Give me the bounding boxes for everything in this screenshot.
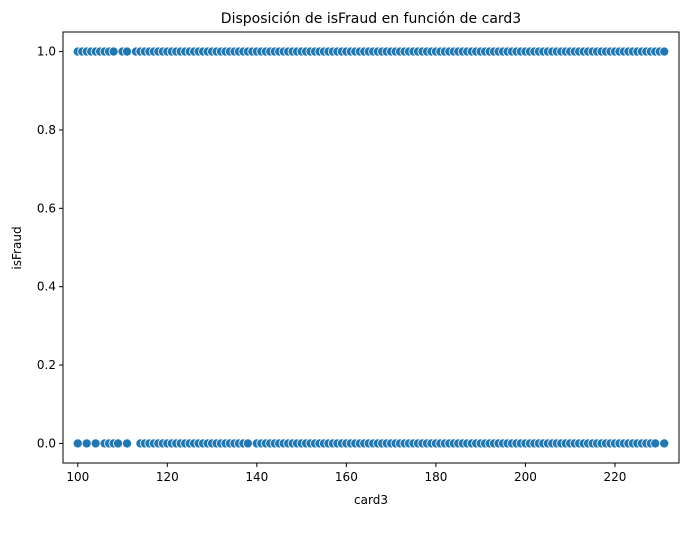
- y-tick-label: 1.0: [37, 45, 56, 59]
- data-point: [90, 438, 101, 449]
- y-axis-ticks: 0.0 0.2 0.4 0.6 0.8 1.0: [37, 45, 63, 450]
- y-tick-label: 0.6: [37, 201, 56, 215]
- chart-title: Disposición de isFraud en función de car…: [221, 11, 521, 27]
- y-tick-label: 0.8: [37, 123, 56, 137]
- data-point: [122, 438, 133, 449]
- x-tick-label: 100: [66, 470, 89, 484]
- y-tick-label: 0.2: [37, 358, 56, 372]
- y-tick-label: 0.4: [37, 280, 56, 294]
- x-axis-title: card3: [354, 493, 388, 507]
- data-point: [650, 438, 661, 449]
- x-tick-label: 220: [604, 470, 627, 484]
- points-layer: [72, 46, 670, 449]
- x-tick-label: 140: [245, 470, 268, 484]
- data-point: [72, 438, 83, 449]
- data-point: [108, 46, 119, 57]
- y-axis-title: isFraud: [10, 226, 24, 269]
- x-tick-label: 180: [424, 470, 447, 484]
- x-tick-label: 200: [514, 470, 537, 484]
- data-point: [242, 438, 253, 449]
- data-point: [81, 438, 92, 449]
- data-point: [122, 46, 133, 57]
- x-axis-ticks: 100 120 140 160 180 200 220: [66, 463, 626, 484]
- y-tick-label: 0.0: [37, 436, 56, 450]
- x-tick-label: 160: [335, 470, 358, 484]
- data-point: [659, 46, 670, 57]
- data-point: [113, 438, 124, 449]
- data-point: [659, 438, 670, 449]
- x-tick-label: 120: [156, 470, 179, 484]
- plot-area-frame: [62, 31, 680, 464]
